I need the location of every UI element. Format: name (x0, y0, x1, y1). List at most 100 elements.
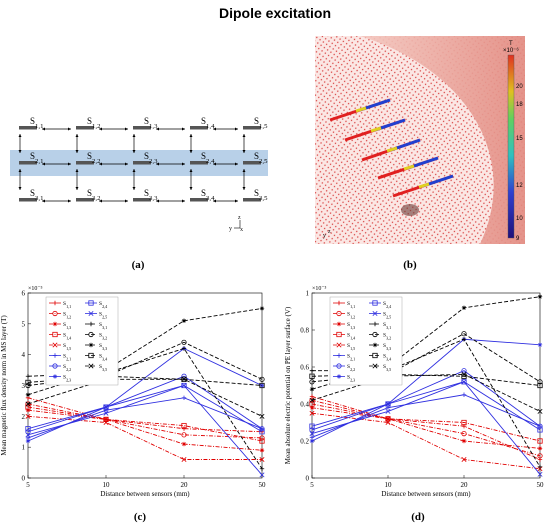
data-point (103, 404, 109, 410)
data-point (461, 392, 467, 397)
axis-z-label: z (328, 229, 331, 235)
legend-entry: S3,5 (383, 364, 391, 373)
arrow-head (99, 162, 128, 166)
data-point (181, 346, 187, 351)
legend-entry: S2,2 (63, 364, 71, 373)
data-point (25, 438, 31, 444)
data-point (461, 337, 467, 342)
data-point (537, 294, 543, 299)
data-point (537, 382, 543, 389)
data-point (372, 363, 378, 369)
data-point (537, 446, 543, 451)
y-tick-label: 6 (22, 290, 26, 298)
legend-entry: S1,3 (63, 322, 71, 331)
data-point (309, 368, 315, 373)
data-point (88, 331, 94, 338)
y-tick-label: 2 (22, 413, 26, 421)
data-point (181, 376, 187, 382)
sensor-bar (190, 198, 208, 202)
data-point (259, 457, 265, 462)
legend-entry: S3,2 (383, 333, 391, 342)
series-line-14 (311, 403, 541, 442)
data-point (88, 363, 94, 369)
data-point (259, 426, 265, 432)
series-line-35 (311, 373, 541, 412)
y-tick-label: 5 (22, 320, 26, 328)
data-point (259, 382, 265, 389)
data-point (88, 352, 94, 359)
sensor-label-31: S3,1 (30, 188, 43, 202)
data-point (103, 416, 109, 423)
legend-entry: S1,1 (63, 301, 71, 310)
legend-entry: S1,4 (63, 333, 71, 342)
colorbar-tick: 9 (516, 236, 520, 242)
y-exponent: ×10⁻⁵ (28, 286, 43, 292)
data-point (309, 387, 315, 392)
y-tick-label: 4 (22, 351, 26, 359)
data-point (259, 435, 265, 441)
x-tick-label: 5 (310, 481, 314, 489)
sensor-bar (243, 126, 261, 130)
x-tick-label: 50 (259, 481, 267, 489)
arrow-head (42, 199, 71, 203)
colorbar-unit: T (509, 41, 513, 47)
arrow-head (42, 162, 71, 166)
series-line-25 (311, 381, 541, 475)
series-line-22 (311, 370, 541, 431)
data-point (336, 331, 342, 338)
data-point (181, 339, 187, 345)
data-point (88, 311, 94, 316)
legend-entry: S2,3 (63, 375, 71, 384)
legend-entry: S3,2 (99, 333, 107, 342)
data-point (336, 363, 342, 369)
data-point (309, 410, 315, 416)
data-point (181, 457, 187, 462)
legend-entry: S2,2 (347, 364, 355, 373)
body-surface (360, 36, 525, 244)
data-point (181, 373, 187, 379)
legend-entry: S3,1 (99, 322, 107, 331)
data-point (25, 401, 31, 407)
colorbar-tick: 18 (516, 102, 523, 108)
sensor-bar (190, 126, 208, 130)
series-line-25 (27, 384, 263, 476)
data-point (259, 472, 265, 478)
legend-entry: S3,4 (99, 354, 107, 363)
data-point (52, 374, 58, 379)
colorbar-tick: 20 (516, 84, 523, 90)
data-point (259, 438, 265, 444)
legend-box (45, 296, 119, 386)
data-point (52, 300, 58, 306)
y-tick-label: 0.2 (300, 438, 309, 446)
figure-title: Dipole excitation (219, 5, 331, 21)
data-point (103, 410, 109, 416)
data-point (259, 376, 265, 382)
data-point (103, 417, 109, 422)
panel-label-c: (c) (134, 511, 147, 523)
legend-entry: S2,5 (99, 312, 107, 321)
sensor-label-15: S1,5 (254, 116, 268, 130)
data-point (461, 371, 467, 377)
y-axis-label: Mean magnetic flux density norm in MS la… (0, 315, 8, 456)
x-tick-label: 20 (181, 481, 189, 489)
sensor-strip-peak (386, 146, 398, 153)
data-point (259, 466, 265, 471)
legend: S1,1 S1,2S1,3 S1,4S1,5 S2,1S2,2 S2,3 S2,4 S2,5… (329, 296, 403, 386)
arrow-head (213, 199, 238, 203)
x-tick-label: 10 (103, 481, 111, 489)
y-tick-label: 0 (306, 475, 310, 483)
data-point (461, 419, 467, 426)
arrow-head (99, 127, 128, 131)
data-point (309, 397, 315, 403)
data-point (259, 429, 265, 435)
series-line-33 (27, 307, 263, 396)
colorbar-exponent: ×10⁻⁶ (503, 47, 519, 54)
y-tick-label: 0.8 (300, 327, 309, 335)
series-line-24 (311, 381, 541, 431)
data-point (88, 300, 94, 306)
sensor-bar (243, 161, 261, 165)
colorbar (507, 54, 515, 239)
legend-entry: S3,5 (99, 364, 107, 373)
sensor-bar (133, 198, 151, 202)
